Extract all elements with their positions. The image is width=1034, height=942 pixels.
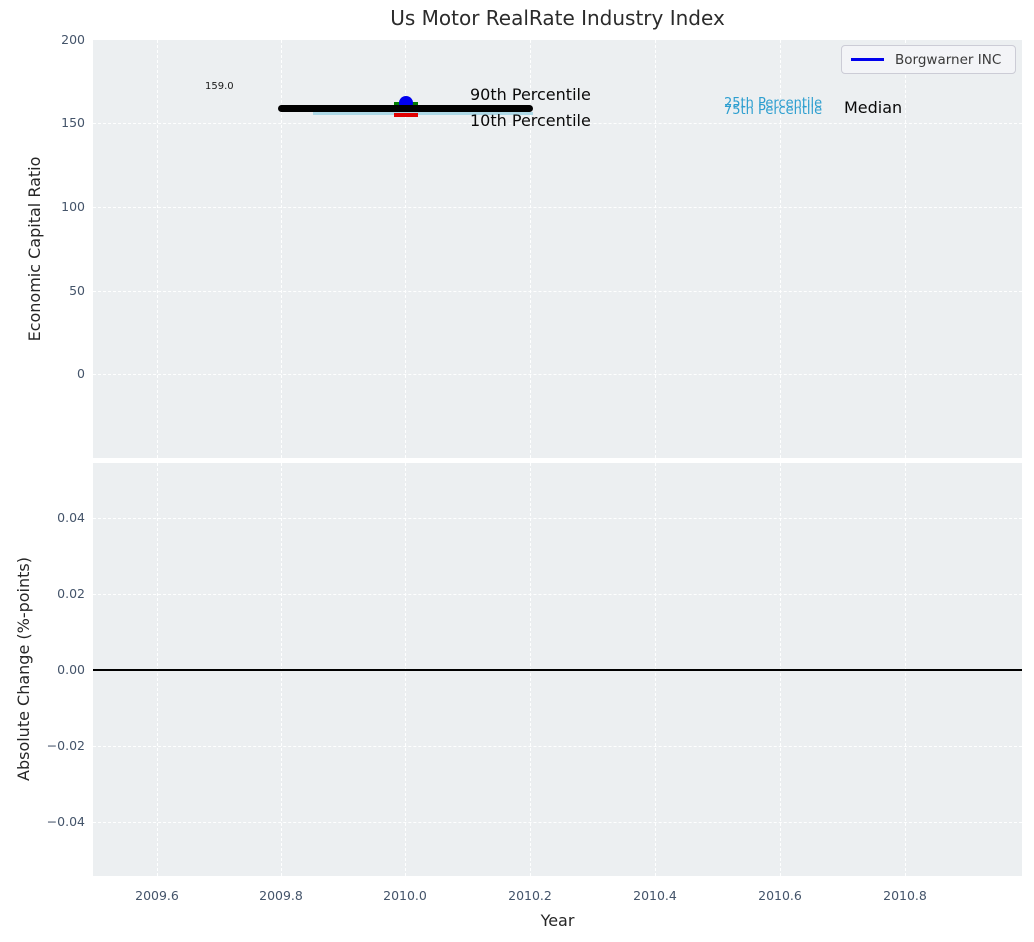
xtick-2010-8: 2010.8 — [883, 888, 927, 903]
percentile-10-line — [394, 113, 418, 117]
ytick-bottom-neg004: −0.04 — [46, 814, 85, 829]
annotation-median: Median — [844, 98, 903, 117]
median-line — [278, 105, 533, 112]
gridline-h — [93, 123, 1022, 124]
gridline-v — [405, 40, 406, 458]
y-axis-label-bottom: Absolute Change (%-points) — [14, 557, 33, 781]
gridline-h — [93, 746, 1022, 747]
gridline-v — [281, 40, 282, 458]
gridline-h — [93, 207, 1022, 208]
xtick-2010-4: 2010.4 — [633, 888, 677, 903]
value-annotation: 159.0 — [205, 81, 234, 92]
zero-change-line — [93, 669, 1022, 671]
legend: Borgwarner INC — [841, 45, 1016, 74]
ytick-bottom-002: 0.02 — [57, 586, 85, 601]
ytick-top-100: 100 — [61, 199, 85, 214]
x-axis-label: Year — [540, 911, 575, 930]
ytick-top-50: 50 — [69, 283, 85, 298]
annotation-75th-percentile: 75th Percentile — [724, 103, 823, 118]
xtick-2010-2: 2010.2 — [508, 888, 552, 903]
gridline-h — [93, 518, 1022, 519]
legend-line-sample — [851, 58, 884, 61]
gridline-v — [905, 40, 906, 458]
top-plot-area: 159.0 90th Percentile 10th Percentile 25… — [93, 40, 1022, 458]
gridline-v — [157, 40, 158, 458]
percentile-25-75-line — [313, 112, 533, 115]
annotation-25th-percentile: 25th Percentile — [724, 96, 823, 111]
gridline-v — [655, 40, 656, 458]
legend-label: Borgwarner INC — [895, 51, 1002, 68]
bottom-plot-area — [93, 463, 1022, 876]
gridline-h — [93, 291, 1022, 292]
chart-title: Us Motor RealRate Industry Index — [390, 6, 725, 30]
xtick-2010-0: 2010.0 — [383, 888, 427, 903]
gridline-v — [780, 40, 781, 458]
gridline-h — [93, 594, 1022, 595]
ytick-top-200: 200 — [61, 32, 85, 47]
gridline-h — [93, 822, 1022, 823]
ytick-bottom-000: 0.00 — [57, 662, 85, 677]
ytick-top-150: 150 — [61, 115, 85, 130]
gridline-v — [530, 40, 531, 458]
ytick-top-0: 0 — [77, 366, 85, 381]
annotation-90th-percentile: 90th Percentile — [470, 85, 591, 104]
xtick-2009-6: 2009.6 — [135, 888, 179, 903]
gridline-h — [93, 374, 1022, 375]
ytick-bottom-004: 0.04 — [57, 510, 85, 525]
xtick-2010-6: 2010.6 — [758, 888, 802, 903]
y-axis-label-top: Economic Capital Ratio — [25, 156, 44, 342]
ytick-bottom-neg002: −0.02 — [46, 738, 85, 753]
annotation-10th-percentile: 10th Percentile — [470, 111, 591, 130]
xtick-2009-8: 2009.8 — [259, 888, 303, 903]
